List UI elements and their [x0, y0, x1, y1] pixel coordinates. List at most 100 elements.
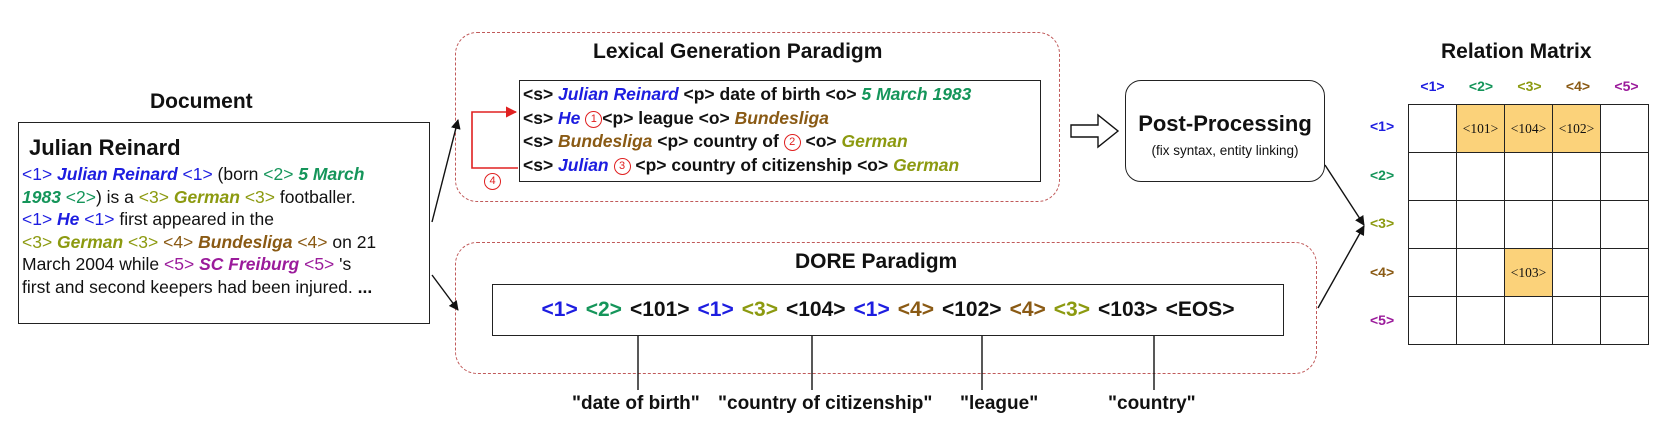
dore-paradigm-title: DORE Paradigm — [795, 250, 958, 273]
text-run: German — [893, 154, 960, 175]
relation-label-date-of-birth: "date of birth" — [572, 393, 700, 414]
text-run: ... — [357, 276, 373, 297]
document-heading: Julian Reinard — [29, 135, 181, 160]
matrix-row-label: <2> — [1370, 166, 1395, 183]
matrix-row — [1408, 200, 1649, 249]
text-run: German — [173, 186, 240, 207]
text-run: Bundesliga — [734, 107, 829, 128]
document-title: Document — [150, 90, 253, 113]
text-run: <1> — [22, 164, 58, 184]
dore-output-box: <1> <2> <101> <1> <3> <104> <1> <4> <102> <4> <3> <… — [492, 284, 1284, 336]
lexical-triple-line: <s> Julian 3 <p> country of citizenship … — [523, 153, 959, 177]
matrix-cell — [1504, 152, 1553, 201]
text-run: <3> — [123, 231, 164, 252]
text-run: <4> — [163, 231, 199, 252]
dore-token: <103> — [1098, 298, 1158, 321]
lexical-triple-line: <s> He 1 <p> league <o> Bundesliga — [523, 106, 829, 130]
dore-token: <2> — [585, 298, 622, 321]
matrix-row: <101> <104> <102> — [1408, 104, 1649, 153]
matrix-column-label: <3> — [1517, 78, 1542, 94]
text-run: Bundesliga — [558, 131, 653, 151]
matrix-row — [1408, 296, 1649, 345]
dore-token: <4> — [897, 298, 934, 321]
matrix-row — [1408, 152, 1649, 201]
relation-matrix-title: Relation Matrix — [1441, 40, 1592, 63]
text-run: <1> — [22, 209, 58, 229]
text-run: <o> — [698, 107, 735, 128]
lexical-triple-line: <s> Julian Reinard <p> date of birth <o>… — [523, 82, 971, 106]
matrix-row-label: <3> — [1370, 215, 1395, 231]
text-run: <s> — [523, 154, 559, 175]
text-run: March 2004 while — [22, 254, 165, 274]
matrix-cell — [1456, 152, 1505, 201]
pp-to-matrix-arrow — [1324, 164, 1365, 226]
matrix-column-label: <2> — [1468, 78, 1494, 94]
dore-to-matrix-arrow — [1317, 225, 1365, 309]
matrix-cell — [1456, 296, 1505, 345]
matrix-cell — [1600, 296, 1649, 345]
step-marker: 1 — [585, 110, 603, 128]
document-line: <1> He <1> first appeared in the — [22, 208, 274, 230]
text-run: <1> — [177, 164, 218, 184]
matrix-cell — [1504, 200, 1553, 249]
dore-token: <3> — [741, 298, 778, 321]
matrix-row-label: <5> — [1370, 312, 1395, 328]
matrix-row-label: <1> — [1370, 118, 1395, 134]
matrix-cell: <103> — [1504, 248, 1553, 297]
matrix-cell — [1408, 104, 1457, 153]
matrix-column-label: <1> — [1420, 78, 1445, 94]
text-run: <o> — [800, 131, 842, 151]
text-run: (born — [217, 164, 264, 184]
dore-token: <102> — [941, 298, 1002, 321]
relation-label-country-of-citizenship: "country of citizenship" — [718, 393, 933, 414]
text-run: Julian — [558, 154, 609, 175]
relation-label-league: "league" — [960, 393, 1039, 414]
lexical-triple-line: <s> Bundesliga <p> country of 2 <o> Germ… — [523, 129, 908, 153]
matrix-cell — [1600, 200, 1649, 249]
matrix-cell — [1456, 248, 1505, 297]
text-run: 1983 — [22, 186, 61, 207]
matrix-cell — [1408, 152, 1457, 201]
hollow-arrow — [1070, 113, 1120, 149]
post-processing-box: Post-Processing (fix syntax, entity link… — [1125, 80, 1325, 182]
matrix-cell — [1552, 152, 1601, 201]
matrix-cell — [1600, 104, 1649, 153]
matrix-cell — [1408, 200, 1457, 249]
relation-matrix: <101> <104> <102> <103> — [1408, 104, 1649, 345]
text-run: ) is a — [95, 186, 139, 207]
text-run: 's — [339, 254, 352, 274]
coref-red-arrow — [471, 106, 518, 169]
lexical-paradigm-region — [455, 32, 1060, 202]
text-run: <3> — [239, 186, 280, 207]
matrix-cell — [1408, 248, 1457, 297]
text-run: date of birth — [719, 84, 826, 104]
text-run: Bundesliga — [198, 231, 293, 252]
text-run: Julian Reinard — [57, 164, 178, 184]
matrix-cell — [1504, 296, 1553, 345]
text-run: <2> — [60, 186, 96, 207]
text-run: <2> — [263, 164, 299, 184]
text-run: 5 March — [298, 164, 365, 184]
step-marker: 3 — [613, 157, 631, 175]
text-run: German — [841, 131, 908, 151]
dore-sequence: <1> <2> <101> <1> <3> <104> <1> <4> <102> <4> <3> <… — [493, 298, 1283, 322]
text-run: <p> — [678, 84, 720, 104]
text-run: <s> — [523, 84, 559, 104]
text-run: <p> country of — [652, 131, 784, 151]
text-run: <4> — [292, 231, 333, 252]
text-run: <1> — [79, 209, 120, 229]
text-run: <p> league — [602, 107, 699, 128]
dore-token: <1> — [853, 298, 890, 321]
text-run: <s> — [523, 131, 559, 151]
document-line: first and second keepers had been injure… — [22, 276, 372, 298]
text-run: 5 March 1983 — [861, 84, 972, 104]
marker-4: 4 — [484, 173, 501, 190]
document-box: Julian Reinard <1> Julian Reinard <1> (b… — [18, 122, 430, 324]
text-run: first appeared in the — [119, 209, 275, 229]
matrix-column-label: <4> — [1565, 78, 1591, 94]
text-run: <o> — [857, 154, 894, 175]
doc-to-dore-arrow — [431, 274, 459, 311]
text-run: <3> — [138, 186, 174, 207]
matrix-cell — [1600, 152, 1649, 201]
dore-token: <3> — [1053, 298, 1090, 321]
